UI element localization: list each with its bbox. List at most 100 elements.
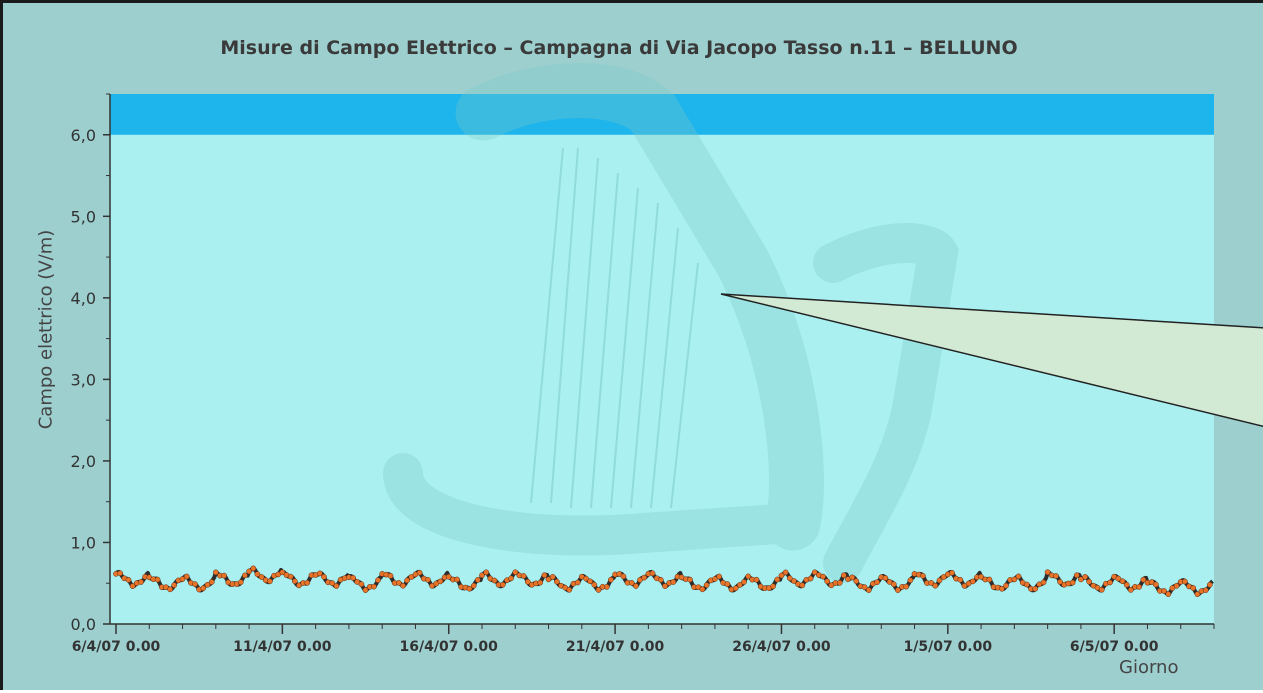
data-point bbox=[928, 580, 935, 586]
data-point bbox=[1078, 576, 1084, 583]
y-tick-label: 4,0 bbox=[71, 289, 96, 308]
data-point bbox=[304, 579, 311, 586]
data-point bbox=[204, 581, 211, 588]
data-point bbox=[1098, 586, 1105, 593]
data-point bbox=[237, 579, 244, 586]
data-point bbox=[786, 575, 793, 582]
y-tick-label: 2,0 bbox=[71, 452, 96, 471]
data-point bbox=[1206, 581, 1213, 588]
data-point bbox=[807, 575, 814, 582]
data-point bbox=[895, 587, 901, 593]
data-point bbox=[1182, 578, 1188, 585]
data-point bbox=[554, 578, 560, 585]
data-point bbox=[583, 575, 589, 582]
data-point bbox=[483, 569, 490, 576]
data-point bbox=[662, 583, 668, 589]
data-point bbox=[778, 572, 785, 579]
data-point bbox=[699, 586, 706, 593]
data-point bbox=[371, 583, 377, 590]
data-point bbox=[920, 573, 926, 579]
data-point bbox=[491, 577, 498, 584]
data-point bbox=[587, 578, 593, 585]
data-point bbox=[907, 577, 914, 584]
data-point bbox=[221, 572, 227, 579]
data-point bbox=[1115, 575, 1122, 582]
data-point bbox=[138, 579, 144, 585]
data-point bbox=[732, 585, 739, 592]
data-point bbox=[687, 576, 693, 583]
chart-title: Misure di Campo Elettrico – Campagna di … bbox=[220, 37, 1018, 59]
data-point bbox=[840, 572, 847, 579]
data-point bbox=[1011, 576, 1018, 583]
data-point bbox=[512, 569, 519, 576]
data-point bbox=[608, 576, 614, 583]
data-point bbox=[861, 584, 868, 591]
y-ticks: 0,0 1,0 2,0 3,0 4,0 5,0 6,0 bbox=[71, 93, 110, 634]
x-tick-label: 11/4/07 0.00 bbox=[233, 639, 332, 655]
data-point bbox=[541, 572, 548, 579]
data-point bbox=[1069, 579, 1076, 586]
data-point bbox=[949, 569, 955, 576]
y-tick-label: 3,0 bbox=[71, 370, 96, 389]
data-point bbox=[129, 583, 136, 589]
data-point bbox=[404, 577, 410, 584]
data-point bbox=[395, 580, 402, 586]
data-point bbox=[167, 586, 173, 593]
data-point bbox=[425, 576, 431, 583]
limit-band bbox=[110, 94, 1214, 135]
data-point bbox=[753, 576, 760, 583]
x-tick-label: 21/4/07 0.00 bbox=[566, 639, 665, 655]
data-point bbox=[1044, 569, 1051, 576]
data-point bbox=[595, 587, 602, 593]
data-point bbox=[1123, 581, 1130, 588]
data-point bbox=[1194, 591, 1201, 598]
data-point bbox=[1053, 573, 1059, 579]
data-point bbox=[670, 579, 677, 585]
data-point bbox=[387, 572, 394, 579]
data-point bbox=[154, 576, 161, 583]
data-point bbox=[254, 571, 261, 577]
data-point bbox=[1140, 576, 1147, 583]
data-point bbox=[1057, 579, 1063, 585]
data-point bbox=[603, 584, 610, 590]
data-point bbox=[969, 578, 976, 585]
data-point bbox=[287, 573, 294, 580]
data-point bbox=[258, 574, 265, 580]
data-point bbox=[508, 575, 514, 582]
data-point bbox=[279, 569, 286, 576]
data-point bbox=[1127, 587, 1134, 593]
y-tick-label: 5,0 bbox=[71, 207, 96, 226]
data-point bbox=[940, 574, 947, 580]
series-group bbox=[113, 565, 1214, 598]
data-point bbox=[1073, 572, 1080, 579]
data-point bbox=[1165, 591, 1172, 597]
harp-watermark bbox=[383, 63, 959, 583]
data-point bbox=[1032, 585, 1039, 592]
data-point bbox=[874, 579, 880, 586]
data-point bbox=[1086, 578, 1093, 585]
data-point bbox=[212, 569, 219, 576]
data-point bbox=[296, 582, 302, 589]
data-point bbox=[250, 565, 257, 572]
data-point bbox=[811, 569, 818, 576]
data-point bbox=[1190, 585, 1197, 591]
y-tick-label: 0,0 bbox=[71, 615, 96, 634]
data-point bbox=[1107, 579, 1113, 586]
data-point bbox=[179, 576, 186, 582]
data-point bbox=[633, 583, 639, 589]
data-point bbox=[836, 579, 843, 586]
data-point bbox=[886, 579, 893, 585]
data-point bbox=[853, 578, 860, 584]
data-point bbox=[549, 574, 556, 580]
data-point bbox=[499, 581, 506, 588]
data-point bbox=[986, 576, 993, 583]
data-point bbox=[1152, 581, 1159, 588]
x-tick-label: 26/4/07 0.00 bbox=[732, 639, 831, 655]
data-point bbox=[999, 585, 1005, 592]
data-point bbox=[957, 576, 964, 583]
data-point bbox=[333, 583, 340, 589]
data-point bbox=[741, 579, 747, 585]
data-point bbox=[329, 580, 336, 586]
callout-shape bbox=[720, 293, 1263, 428]
